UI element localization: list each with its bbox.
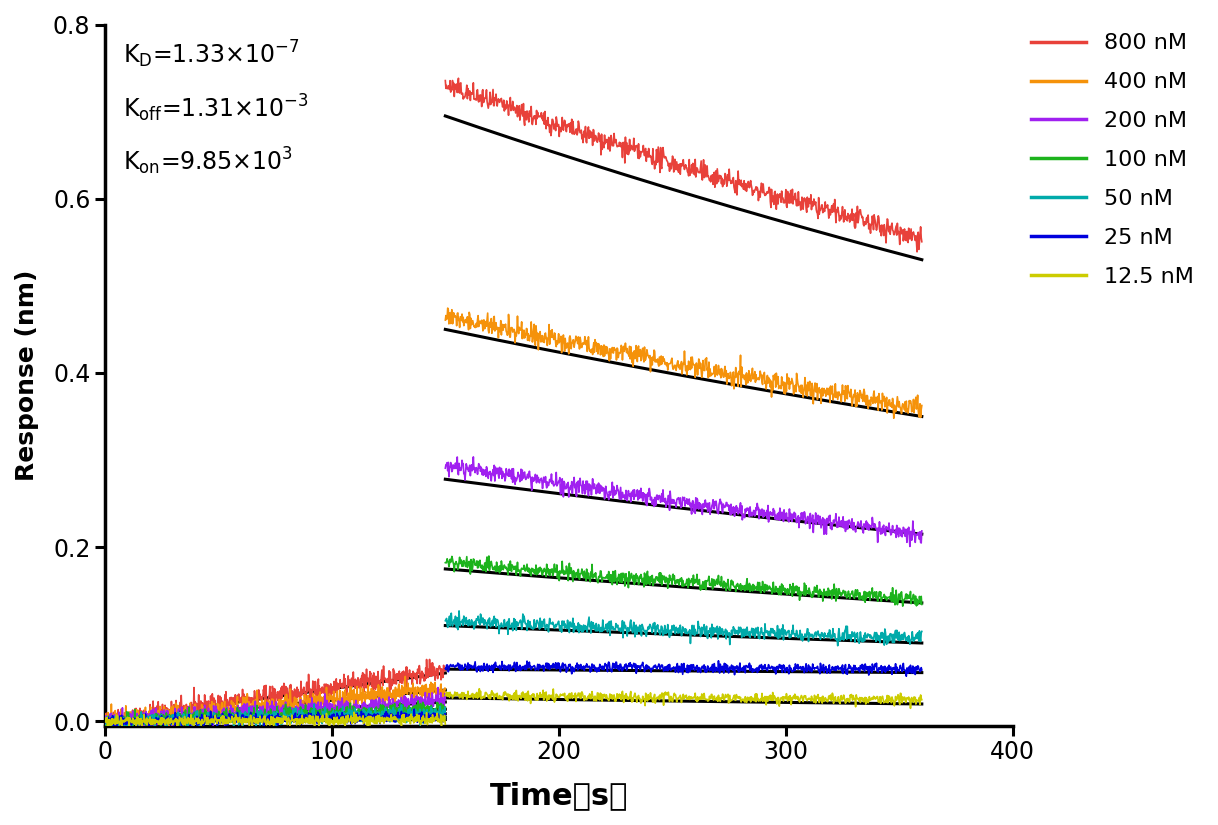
Text: $\mathrm{K_D}$=1.33×10$^{-7}$
$\mathrm{K_{off}}$=1.31×10$^{-3}$
$\mathrm{K_{on}}: $\mathrm{K_D}$=1.33×10$^{-7}$ $\mathrm{K… [123,39,309,177]
X-axis label: Time（s）: Time（s） [490,781,628,810]
Legend: 800 nM, 400 nM, 200 nM, 100 nM, 50 nM, 25 nM, 12.5 nM: 800 nM, 400 nM, 200 nM, 100 nM, 50 nM, 2… [1022,25,1202,295]
Y-axis label: Response (nm): Response (nm) [15,270,39,481]
